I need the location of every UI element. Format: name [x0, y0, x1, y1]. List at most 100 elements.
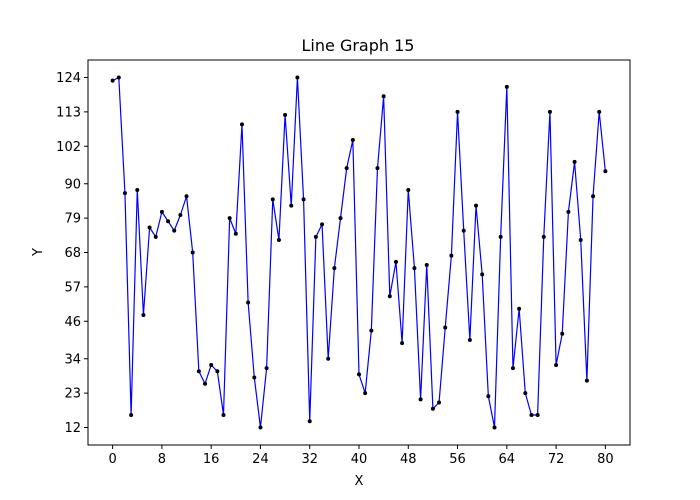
data-point: [554, 363, 559, 367]
data-point: [480, 272, 485, 277]
y-tick-label: 90: [64, 177, 81, 192]
data-point: [301, 197, 306, 202]
data-point: [578, 238, 583, 242]
data-point: [221, 413, 226, 417]
data-point: [147, 225, 152, 230]
data-point: [258, 425, 263, 430]
data-point: [400, 341, 405, 346]
data-point: [110, 78, 115, 83]
plot-area: [110, 75, 608, 430]
data-point: [461, 228, 466, 233]
data-point: [264, 366, 269, 371]
data-point: [486, 394, 491, 399]
data-point: [344, 166, 349, 171]
x-tick-label: 32: [301, 452, 318, 467]
data-point: [541, 234, 546, 239]
data-point: [381, 94, 386, 99]
data-point: [135, 188, 140, 192]
data-point: [430, 406, 435, 411]
data-point: [184, 194, 189, 199]
data-point: [233, 231, 238, 236]
data-point: [313, 234, 318, 239]
data-point: [387, 294, 392, 299]
data-point: [584, 378, 589, 383]
data-point: [270, 197, 275, 202]
data-point: [350, 138, 355, 142]
data-point: [357, 372, 361, 377]
data-point: [591, 194, 596, 199]
data-point: [252, 375, 257, 380]
x-tick-label: 48: [400, 452, 417, 467]
data-point: [153, 234, 158, 239]
x-tick-label: 72: [548, 452, 565, 467]
y-tick-label: 34: [64, 352, 81, 367]
x-tick-label: 64: [499, 452, 516, 467]
data-point: [492, 425, 497, 430]
data-point: [523, 391, 528, 396]
data-point: [129, 413, 134, 417]
y-axis: 12 23 34 46 57 68 79 90 102 113 124: [56, 71, 88, 436]
x-tick-label: 24: [252, 452, 269, 467]
data-point: [209, 363, 214, 367]
data-point: [424, 263, 429, 267]
data-point: [529, 413, 534, 417]
data-point: [597, 109, 602, 114]
x-tick-label: 8: [158, 452, 166, 467]
y-tick-label: 124: [56, 71, 81, 86]
data-point: [455, 109, 460, 114]
y-tick-label: 12: [64, 421, 81, 436]
x-tick-label: 56: [449, 452, 466, 467]
data-point: [283, 113, 288, 117]
data-point: [116, 75, 121, 80]
data-point: [393, 259, 398, 264]
data-point: [276, 238, 281, 242]
data-point: [166, 219, 171, 224]
x-tick-label: 40: [351, 452, 368, 467]
data-point: [326, 356, 331, 361]
data-point: [517, 306, 522, 311]
data-point: [535, 413, 540, 417]
data-point: [474, 203, 479, 208]
data-point: [122, 191, 127, 196]
data-point: [369, 328, 374, 333]
data-point: [566, 209, 571, 214]
data-point: [307, 419, 312, 424]
data-point: [443, 325, 448, 330]
data-point: [289, 203, 294, 208]
chart-title: Line Graph 15: [302, 36, 415, 55]
data-point: [141, 313, 146, 317]
data-point: [449, 253, 454, 258]
data-point: [295, 75, 300, 80]
data-point: [363, 391, 368, 396]
data-point: [504, 84, 509, 89]
data-point: [332, 266, 337, 271]
x-axis-label: X: [355, 474, 364, 489]
data-point: [320, 222, 325, 227]
y-tick-label: 79: [64, 212, 81, 227]
x-tick-label: 80: [597, 452, 614, 467]
y-tick-label: 46: [64, 315, 81, 330]
data-point: [239, 122, 244, 127]
data-point: [203, 381, 208, 386]
data-point: [215, 369, 220, 374]
data-point: [159, 209, 164, 214]
y-tick-label: 23: [64, 387, 81, 402]
data-point: [437, 400, 442, 405]
data-point: [547, 109, 552, 114]
data-point: [418, 397, 423, 402]
data-point: [246, 300, 251, 305]
x-tick-label: 16: [203, 452, 220, 467]
x-axis: 0 8 16 24 32 40 48 56 64 72 80: [108, 445, 614, 467]
y-tick-label: 68: [64, 246, 81, 261]
y-tick-label: 113: [56, 105, 81, 120]
data-point: [412, 266, 417, 271]
data-point: [375, 166, 380, 171]
data-point: [560, 331, 565, 336]
x-tick-label: 0: [108, 452, 116, 467]
data-point: [510, 366, 515, 371]
data-point: [603, 169, 608, 174]
data-point: [190, 250, 195, 255]
data-point: [172, 228, 177, 233]
